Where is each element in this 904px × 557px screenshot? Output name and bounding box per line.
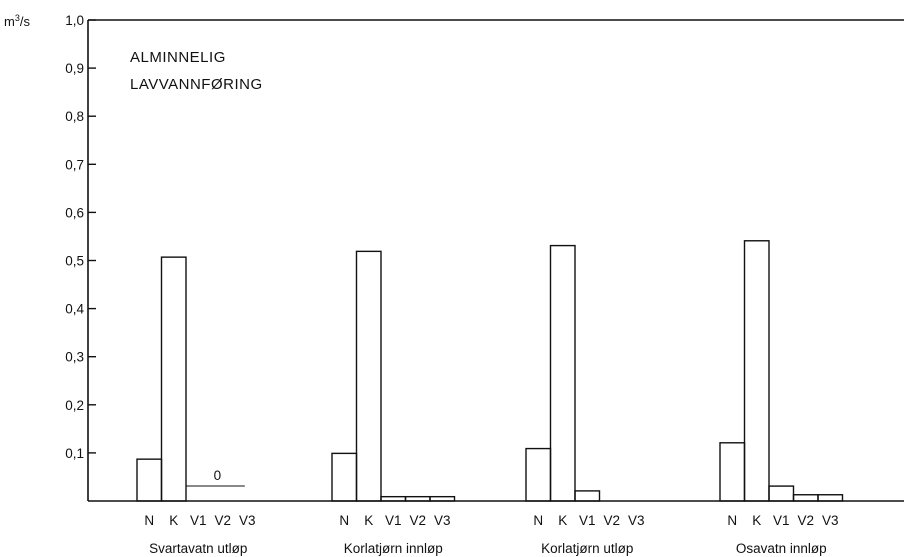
bar (743, 240, 770, 502)
bar (525, 447, 552, 502)
y-tick-label: 0,1 (65, 446, 84, 461)
x-tick-label: N (727, 513, 737, 528)
bar (817, 494, 844, 502)
x-tick-label: V1 (773, 513, 790, 528)
x-tick-label: V2 (409, 513, 426, 528)
bar (549, 244, 576, 502)
x-tick-label: V2 (797, 513, 814, 528)
y-tick-label: 0,9 (65, 61, 84, 76)
bars: 0 (136, 240, 844, 502)
y-tick-label: 0,2 (65, 398, 84, 413)
x-tick-label: V3 (434, 513, 451, 528)
y-tick-label: 0,4 (65, 302, 84, 317)
bar (160, 256, 187, 502)
x-tick-label: N (144, 513, 154, 528)
x-tick-label: V1 (385, 513, 402, 528)
bar (719, 442, 746, 502)
x-tick-label: V1 (190, 513, 207, 528)
y-tick-label: 0,6 (65, 205, 84, 220)
bar (792, 494, 819, 502)
y-axis-unit-exponent: 3 (15, 13, 20, 23)
x-tick-label: K (364, 513, 373, 528)
bar (768, 485, 795, 502)
x-tick-label: V3 (239, 513, 256, 528)
y-tick-label: 0,8 (65, 109, 84, 124)
chart-title-line-2: LAVVANNFØRING (130, 76, 263, 93)
y-tick-label: 1,0 (65, 13, 84, 28)
group-label: Korlatjørn innløp (344, 541, 443, 556)
x-tick-label: V2 (214, 513, 231, 528)
x-tick-label: V3 (822, 513, 839, 528)
x-tick-label: K (169, 513, 178, 528)
y-tick-label: 0,5 (65, 254, 84, 269)
y-tick-label: 0,7 (65, 157, 84, 172)
x-tick-label: V1 (579, 513, 596, 528)
bar (136, 458, 163, 502)
group-label: Svartavatn utløp (149, 541, 247, 556)
y-tick-label: 0,3 (65, 350, 84, 365)
x-tick-label: N (533, 513, 543, 528)
group-label: Osavatn innløp (736, 541, 827, 556)
bar (355, 250, 382, 502)
bar (331, 452, 358, 502)
group-label: Korlatjørn utløp (541, 541, 633, 556)
zero-annotation: 0 (214, 468, 222, 483)
x-tick-label: K (752, 513, 761, 528)
chart-title-line-1: ALMINNELIG (130, 49, 226, 66)
x-tick-label: N (339, 513, 349, 528)
y-axis: 0,1 0,2 0,3 0,4 0,5 0,6 0,7 0,8 0,9 1,0 (65, 13, 904, 501)
x-tick-label: V3 (628, 513, 645, 528)
x-tick-label: K (558, 513, 567, 528)
x-tick-label: V2 (603, 513, 620, 528)
chart-title: ALMINNELIG LAVVANNFØRING (130, 49, 263, 93)
bar (574, 490, 601, 502)
y-axis-unit: m3/s (4, 13, 30, 29)
